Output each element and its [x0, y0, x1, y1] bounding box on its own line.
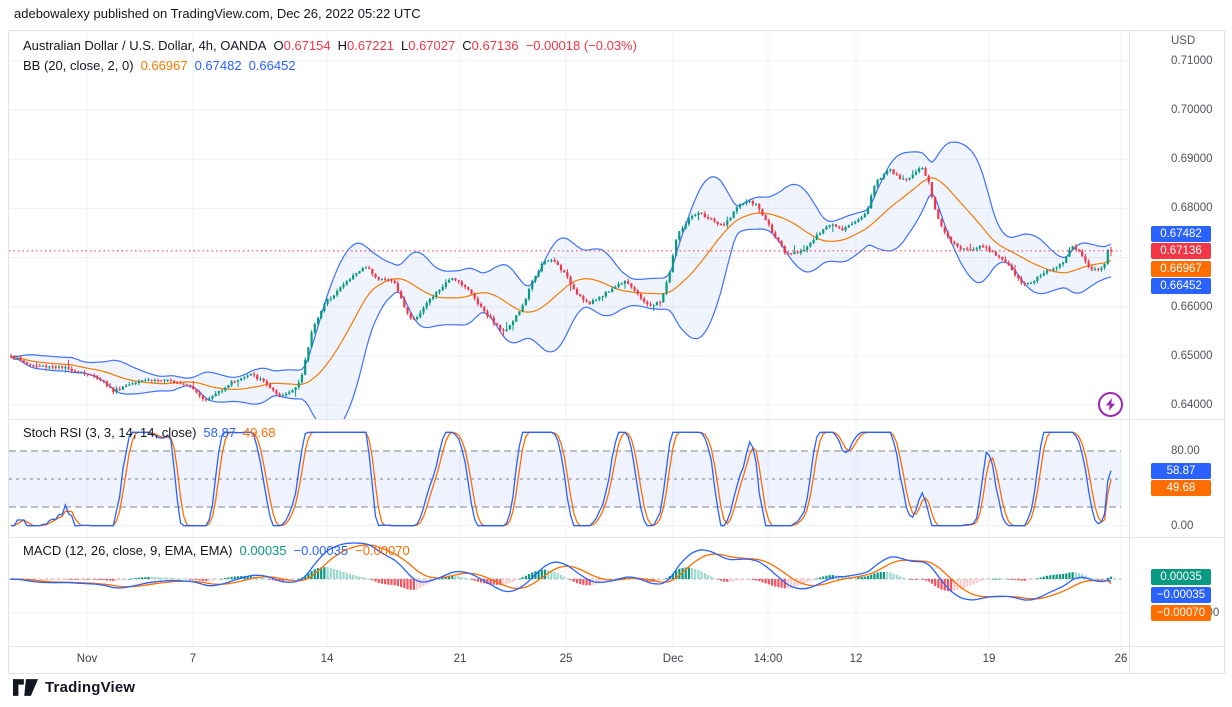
low-value: 0.67027 — [408, 38, 456, 53]
macd-signal-value: −0.00070 — [355, 543, 410, 558]
bb-legend[interactable]: BB (20, close, 2, 0) 0.66967 0.67482 0.6… — [23, 58, 296, 73]
lightning-bolt-icon — [1105, 398, 1116, 411]
axis-tick-label: 80.00 — [1171, 445, 1200, 457]
price-badge: 49.68 — [1151, 480, 1211, 497]
price-badge: 0.66967 — [1151, 260, 1211, 277]
price-badge: −0.00035 — [1151, 586, 1211, 603]
tradingview-brand[interactable]: TradingView — [13, 679, 135, 696]
tradingview-logo-icon — [13, 679, 38, 696]
main-price-chart — [9, 31, 1129, 419]
time-tick-label: 14:00 — [753, 653, 783, 665]
price-badge: 58.87 — [1151, 462, 1211, 479]
price-badge: 0.66452 — [1151, 278, 1211, 295]
flash-button[interactable] — [1098, 392, 1123, 417]
bb-basis-value: 0.66967 — [140, 58, 188, 73]
price-badge: 0.00035 — [1151, 568, 1211, 585]
open-value: 0.67154 — [283, 38, 331, 53]
high-value: 0.67221 — [347, 38, 394, 53]
pane-separator[interactable] — [9, 537, 1224, 538]
bb-title: BB (20, close, 2, 0) — [23, 58, 134, 73]
close-label: C — [462, 38, 472, 53]
open-label: O — [273, 38, 284, 53]
axis-tick-label: 0.69000 — [1171, 153, 1213, 166]
brand-name: TradingView — [45, 679, 136, 696]
axis-tick-label: 0.68000 — [1171, 202, 1213, 215]
stoch-k-value: 58.87 — [203, 425, 236, 440]
macd-hist-value: 0.00035 — [239, 543, 287, 558]
bb-upper-value: 0.67482 — [194, 58, 242, 73]
time-axis-separator — [9, 646, 1224, 647]
price-badge: 0.67482 — [1151, 225, 1211, 242]
time-tick-label: 26 — [1114, 653, 1128, 665]
time-tick-label: 12 — [849, 653, 863, 665]
axis-tick-label: 0.70000 — [1171, 104, 1213, 117]
bb-lower-value: 0.66452 — [248, 58, 296, 73]
high-label: H — [337, 38, 347, 53]
attribution-text: adebowalexy published on TradingView.com… — [14, 6, 421, 21]
price-axis[interactable]: USD 0.71000 0.70000 0.69000 0.68000 0.66000 0… — [1130, 31, 1224, 673]
stoch-rsi-title: Stoch RSI (3, 3, 14, 14, close) — [23, 425, 197, 440]
change-value: −0.00018 (−0.03%) — [525, 38, 637, 53]
pane-separator[interactable] — [9, 419, 1224, 420]
symbol-title: Australian Dollar / U.S. Dollar, 4h, OAN… — [23, 38, 267, 53]
time-tick-label: Nov — [76, 653, 98, 665]
currency-unit-label: USD — [1171, 35, 1196, 47]
price-axis-separator — [1129, 31, 1130, 673]
axis-tick-label: 0.64000 — [1171, 399, 1213, 411]
chart-frame: Australian Dollar / U.S. Dollar, 4h, OAN… — [8, 30, 1225, 674]
stoch-rsi-legend[interactable]: Stoch RSI (3, 3, 14, 14, close) 58.87 49… — [23, 425, 276, 440]
symbol-legend[interactable]: Australian Dollar / U.S. Dollar, 4h, OAN… — [23, 38, 637, 53]
time-tick-label: 21 — [453, 653, 467, 665]
time-tick-label: Dec — [662, 653, 684, 665]
price-badge: −0.00070 — [1151, 604, 1211, 621]
macd-legend[interactable]: MACD (12, 26, close, 9, EMA, EMA) 0.0003… — [23, 543, 410, 558]
macd-chart — [9, 537, 1129, 646]
time-tick-label: 14 — [320, 653, 334, 665]
stoch-d-value: 49.68 — [242, 425, 276, 440]
time-tick-label: 19 — [982, 653, 996, 665]
axis-tick-label: 0.66000 — [1171, 300, 1213, 313]
time-tick-label: 7 — [189, 653, 197, 665]
time-tick-label: 25 — [559, 653, 573, 665]
macd-title: MACD (12, 26, close, 9, EMA, EMA) — [23, 543, 233, 558]
low-label: L — [401, 38, 409, 53]
close-value: 0.67136 — [471, 38, 519, 53]
axis-tick-label: 0.71000 — [1171, 55, 1213, 68]
axis-tick-label: 0.00 — [1171, 519, 1194, 532]
stoch-rsi-chart — [9, 419, 1129, 537]
macd-line-value: −0.00035 — [293, 543, 349, 558]
axis-tick-label: 0.65000 — [1171, 349, 1213, 362]
price-badge: 0.67136 — [1151, 243, 1211, 260]
